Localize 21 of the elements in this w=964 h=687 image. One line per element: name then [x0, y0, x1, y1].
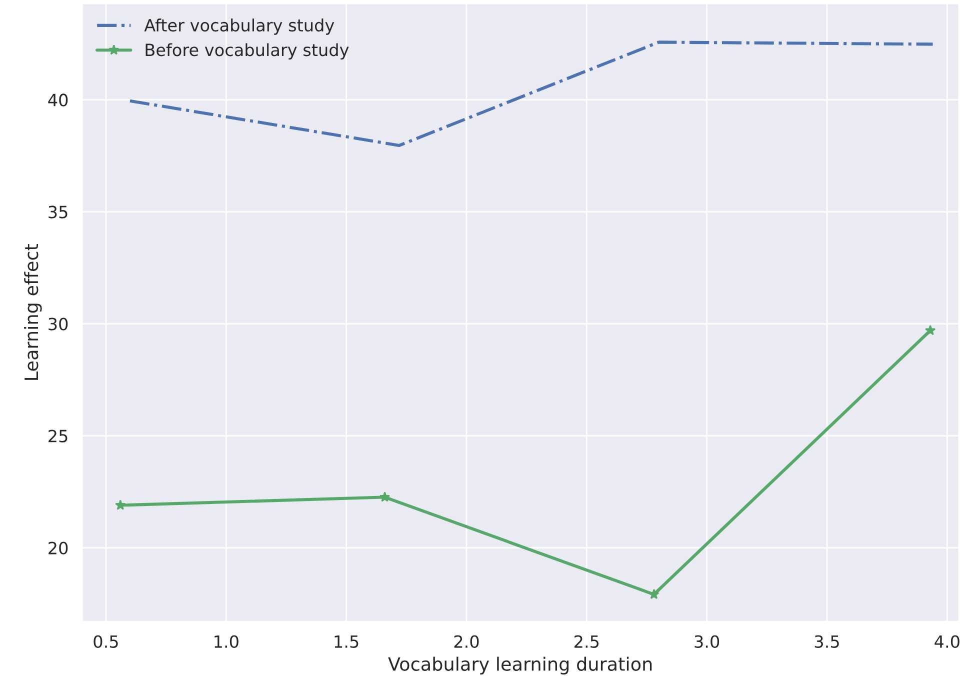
- point: [925, 324, 936, 336]
- y-tick-label: 25: [48, 430, 68, 442]
- x-tick-label: 2.0: [454, 635, 479, 648]
- legend-label: After vocabulary study: [144, 18, 334, 35]
- x-tick-label: 4.0: [934, 635, 960, 648]
- legend-label: Before vocabulary study: [146, 43, 349, 60]
- x-axis-title: Vocabulary learning duration: [388, 656, 652, 674]
- y-tick-label: 30: [48, 318, 68, 330]
- x-tick-label: 0.5: [94, 635, 118, 648]
- x-tick-label: 1.0: [214, 635, 238, 648]
- x-tick-label: 3.0: [694, 635, 720, 648]
- line-series: [128, 40, 934, 147]
- y-axis-title: Learning effect: [24, 244, 42, 380]
- y-tick-label: 20: [48, 542, 68, 554]
- x-tick-label: 2.5: [574, 635, 599, 648]
- y-tick-label: 35: [48, 206, 68, 218]
- x-tick-label: 3.5: [814, 635, 839, 648]
- point: [115, 500, 126, 510]
- x-tick-label: 1.5: [334, 635, 358, 648]
- point: [379, 492, 390, 502]
- y-tick-label: 40: [48, 94, 68, 106]
